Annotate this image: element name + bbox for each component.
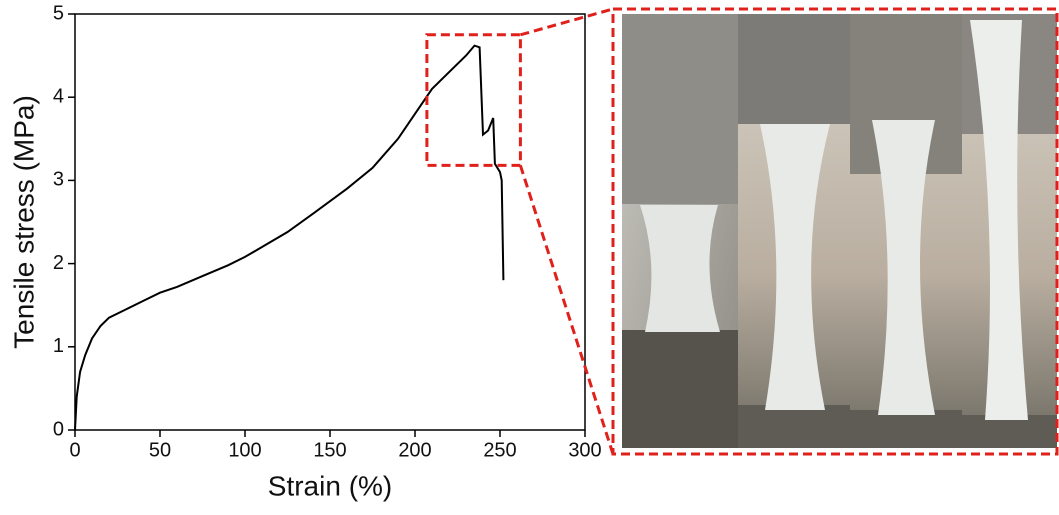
photo-panel xyxy=(611,7,1059,456)
x-tick-label: 50 xyxy=(149,439,171,461)
zoom-box xyxy=(425,33,522,167)
y-axis-label: Tensile stress (MPa) xyxy=(8,95,39,349)
y-tick-label: 1 xyxy=(53,335,64,357)
y-tick-label: 0 xyxy=(53,418,64,440)
x-tick-label: 150 xyxy=(313,439,346,461)
x-tick-label: 250 xyxy=(483,439,516,461)
x-tick-label: 200 xyxy=(398,439,431,461)
x-axis-label: Strain (%) xyxy=(268,470,392,501)
x-tick-label: 100 xyxy=(228,439,261,461)
x-tick-label: 300 xyxy=(568,439,601,461)
data-line xyxy=(74,44,505,431)
zoom-connector xyxy=(519,7,614,37)
y-tick-label: 4 xyxy=(53,85,64,107)
x-tick-label: 0 xyxy=(69,439,80,461)
y-tick-label: 3 xyxy=(53,169,64,191)
plot-frame xyxy=(74,13,586,431)
y-tick-label: 5 xyxy=(53,2,64,24)
y-tick-label: 2 xyxy=(53,252,64,274)
zoom-connector xyxy=(518,164,615,455)
